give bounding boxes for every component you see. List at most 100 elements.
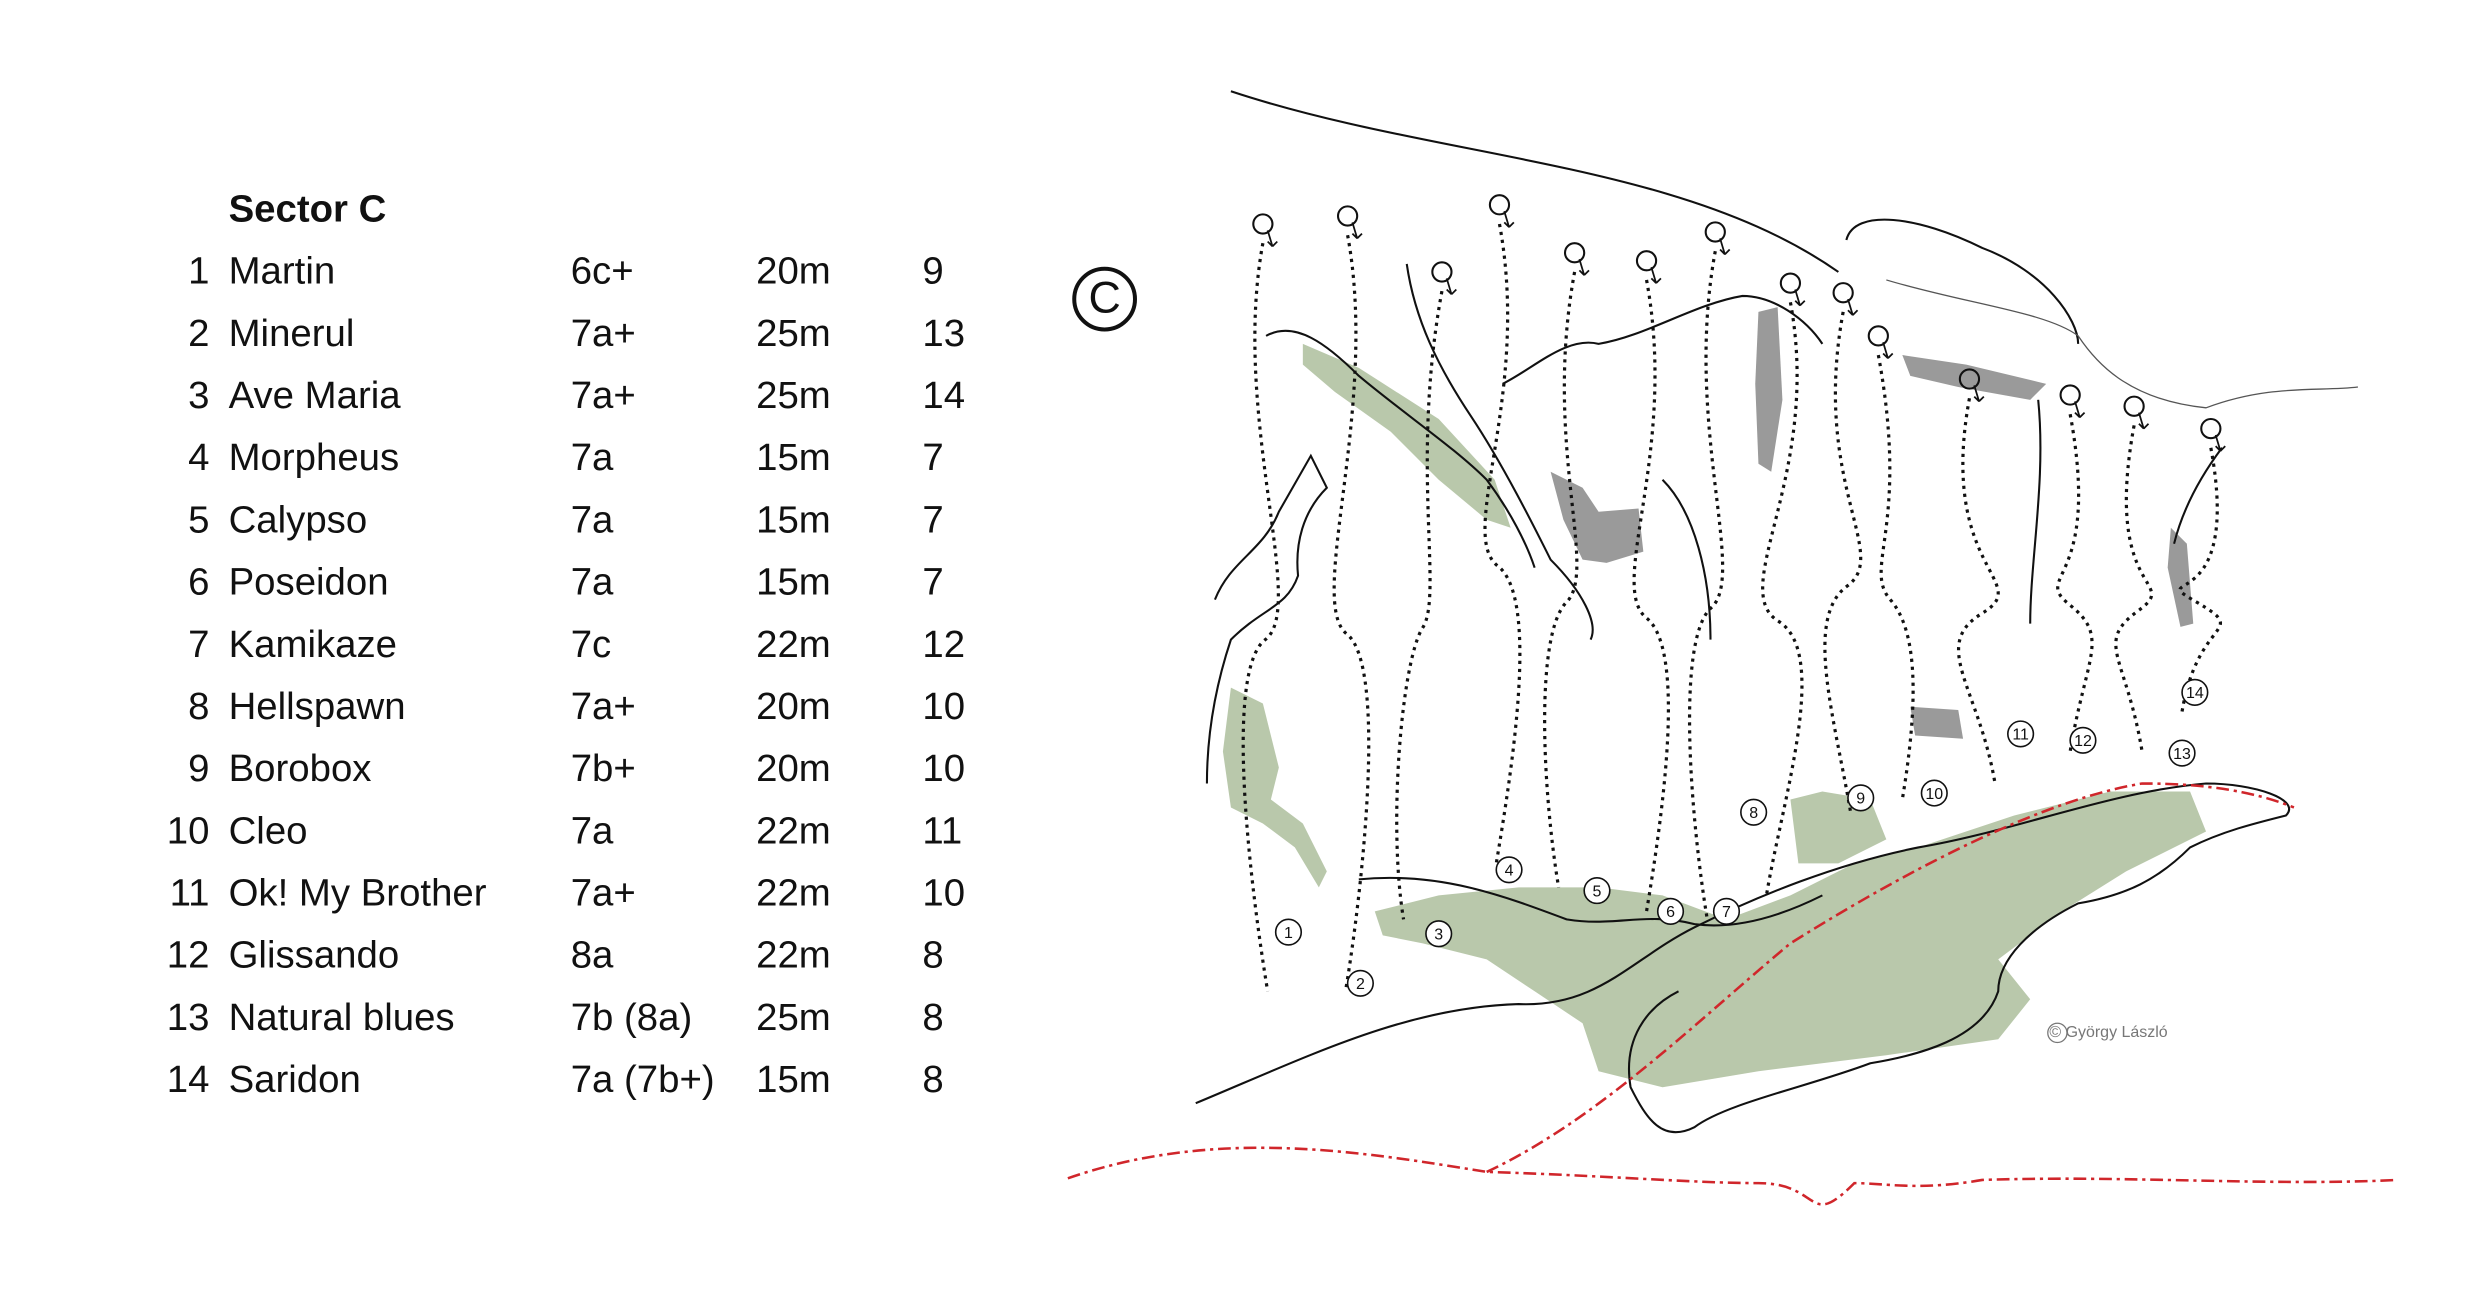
route-line <box>1876 354 1915 800</box>
anchor <box>1635 250 1658 272</box>
route-line <box>2114 425 2154 752</box>
route-grade: 7a <box>571 436 614 479</box>
topo-drawing: C © György László <box>1067 90 2398 1206</box>
route-line <box>2056 413 2094 752</box>
route-line <box>1956 397 2000 784</box>
anchor-arrow <box>1794 289 1806 307</box>
route-line <box>1395 290 1444 920</box>
cliff-line <box>1502 294 1824 385</box>
route-grade: 7b+ <box>571 747 636 790</box>
route-bolts: 12 <box>922 623 965 666</box>
route-length: 25m <box>756 312 831 355</box>
route-number: 3 <box>188 374 209 417</box>
credit: © György László <box>2049 1024 2167 1041</box>
route-grade: 7a+ <box>571 374 636 417</box>
anchor <box>1958 368 1981 390</box>
route-label-circle <box>1495 856 1523 884</box>
route-length: 15m <box>756 561 831 604</box>
route-line <box>1761 302 1804 896</box>
route-grade: 7a <box>571 561 614 604</box>
route-number: 10 <box>167 809 210 852</box>
route-name: Cleo <box>229 809 308 852</box>
anchor-arrow <box>1578 258 1590 276</box>
anchor <box>1832 282 1854 304</box>
anchor-arrow <box>1351 222 1363 239</box>
route-line <box>1632 279 1670 912</box>
route-bolts: 7 <box>922 561 943 604</box>
route-name: Ok! My Brother <box>229 872 487 915</box>
vegetation <box>1222 687 1327 888</box>
route-length: 22m <box>756 872 831 915</box>
route-label: 10 <box>1925 786 1943 803</box>
rock-patch <box>2167 527 2194 627</box>
route-grade: 7a <box>571 498 614 541</box>
route-length: 22m <box>756 934 831 977</box>
cliff-line <box>2029 399 2042 624</box>
route-label: 9 <box>1856 791 1865 808</box>
route-name: Martin <box>229 250 336 293</box>
anchor-arrow <box>2138 412 2150 430</box>
boundary-line <box>1067 1146 2398 1206</box>
anchor <box>1336 205 1359 227</box>
anchor-arrow <box>1503 210 1515 228</box>
route-label: 7 <box>1722 904 1731 921</box>
route-number: 2 <box>188 312 209 355</box>
anchor <box>1704 221 1726 243</box>
cliff-line <box>1205 453 1329 784</box>
route-length: 15m <box>756 498 831 541</box>
route-length: 20m <box>756 250 831 293</box>
route-label-circle <box>1920 779 1948 807</box>
route-label: 1 <box>1284 925 1293 942</box>
route-number: 4 <box>188 436 209 479</box>
cliff-line <box>2173 447 2223 544</box>
route-number: 9 <box>188 747 209 790</box>
route-label: 5 <box>1593 883 1602 900</box>
route-bolts: 10 <box>922 685 965 728</box>
route-number: 7 <box>188 623 209 666</box>
route-length: 25m <box>756 374 831 417</box>
route-bolts: 8 <box>922 934 943 977</box>
route-bolts: 13 <box>922 312 965 355</box>
route-number: 8 <box>188 685 209 728</box>
sector-badge <box>1072 266 1137 332</box>
route-grade: 7b (8a) <box>571 996 693 1039</box>
anchor-arrow <box>1847 298 1859 316</box>
rock-patch <box>1910 706 1964 739</box>
route-label-circle <box>2007 720 2035 748</box>
route-name: Poseidon <box>229 561 389 604</box>
route-grade: 7a <box>571 809 614 852</box>
route-name: Ave Maria <box>229 374 402 417</box>
route-grade: 7a (7b+) <box>571 1058 715 1101</box>
vegetation <box>1302 343 1511 528</box>
route-length: 15m <box>756 1058 831 1101</box>
cliff-line <box>1195 782 2290 1134</box>
route-name: Natural blues <box>229 996 455 1039</box>
route-label-circle <box>2168 739 2196 767</box>
route-label: 11 <box>2012 727 2029 744</box>
route-length: 22m <box>756 623 831 666</box>
anchor <box>1779 272 1802 294</box>
route-number: 12 <box>167 934 210 977</box>
route-line <box>1241 242 1280 992</box>
anchor <box>1252 213 1274 235</box>
route-bolts: 11 <box>922 809 962 852</box>
route-bolts: 9 <box>922 250 943 293</box>
anchor <box>1431 261 1453 283</box>
cliff-line <box>1265 329 1536 569</box>
route-label-circle <box>1425 920 1453 948</box>
route-label-circle <box>1583 876 1611 905</box>
route-name: Calypso <box>229 498 368 541</box>
anchor-arrow <box>1719 238 1731 255</box>
route-line <box>1332 234 1371 989</box>
route-length: 20m <box>756 685 831 728</box>
route-name: Borobox <box>229 747 372 790</box>
route-grade: 7a+ <box>571 312 636 355</box>
route-label: 8 <box>1749 805 1758 822</box>
anchor-arrow <box>2214 434 2226 452</box>
route-label-circle <box>1847 784 1875 812</box>
route-label: 6 <box>1666 904 1675 921</box>
route-label: 2 <box>1356 976 1365 993</box>
route-label-circle <box>1712 897 1741 925</box>
